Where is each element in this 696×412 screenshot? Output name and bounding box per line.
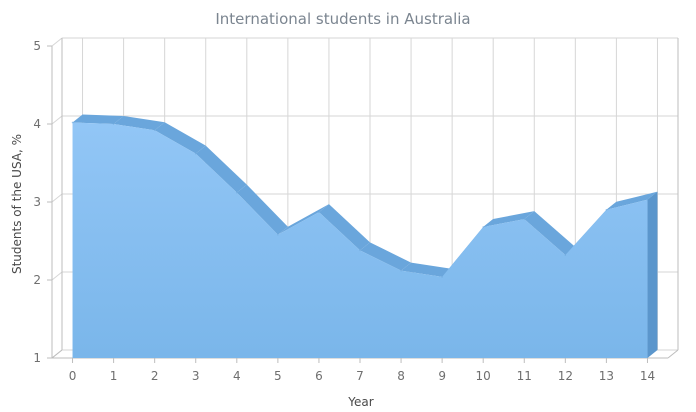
area-front-face	[72, 122, 648, 358]
x-tick-label: 12	[558, 369, 573, 383]
area-depth-face	[401, 262, 453, 277]
x-tick-label: 7	[356, 369, 364, 383]
y-tick-label: 3	[33, 195, 41, 209]
y-tick-label: 4	[33, 117, 41, 131]
area-depth-face	[236, 184, 288, 235]
x-tick-label: 3	[192, 369, 200, 383]
data-point	[441, 276, 443, 278]
x-tick-label: 14	[640, 369, 655, 383]
area-depth-face	[72, 114, 124, 124]
data-point	[482, 226, 485, 228]
x-tick-label: 9	[438, 369, 446, 383]
floor-right-edge	[667, 349, 679, 359]
x-axis-title: Year	[347, 395, 373, 409]
data-point	[400, 269, 402, 272]
y-grid-connector	[51, 193, 63, 203]
area-depth-face	[318, 204, 370, 251]
y-grid-connector	[51, 115, 63, 125]
area-depth-face	[606, 191, 658, 210]
area-depth-face	[195, 145, 247, 193]
plot-area	[71, 114, 658, 358]
y-axis-title: Students of the USA, %	[10, 134, 24, 274]
x-tick-label: 11	[517, 369, 532, 383]
data-point	[153, 129, 156, 132]
data-point	[318, 211, 320, 213]
data-point	[523, 218, 526, 220]
area-depth-face	[360, 242, 412, 271]
floor-left-edge	[51, 349, 63, 359]
area-side-face	[647, 191, 658, 358]
chart-title: International students in Australia	[215, 10, 470, 28]
data-point	[605, 209, 608, 211]
x-tick-label: 6	[315, 369, 323, 383]
data-point	[646, 198, 649, 201]
x-tick-label: 4	[233, 369, 241, 383]
data-point	[71, 121, 74, 124]
data-point	[359, 249, 361, 252]
area-depth-face	[483, 211, 535, 227]
data-point	[194, 152, 197, 155]
x-tick-label: 0	[69, 369, 77, 383]
x-tick-label: 1	[110, 369, 118, 383]
area-depth-face	[154, 122, 206, 154]
data-point	[236, 191, 238, 194]
y-grid-connector	[51, 37, 63, 47]
x-tick-label: 5	[274, 369, 282, 383]
x-tick-label: 8	[397, 369, 405, 383]
y-grid-connector	[51, 271, 63, 281]
x-tick-label: 10	[476, 369, 491, 383]
area-depth-face	[277, 204, 329, 235]
data-point	[277, 233, 279, 236]
x-tick-label: 2	[151, 369, 159, 383]
area-depth-face	[524, 211, 576, 256]
data-point	[564, 254, 567, 256]
data-point	[112, 123, 115, 125]
y-tick-label: 1	[33, 351, 41, 365]
x-tick-label: 13	[599, 369, 614, 383]
y-tick-label: 5	[33, 39, 41, 53]
y-tick-label: 2	[33, 273, 41, 287]
area-depth-face	[113, 116, 165, 131]
